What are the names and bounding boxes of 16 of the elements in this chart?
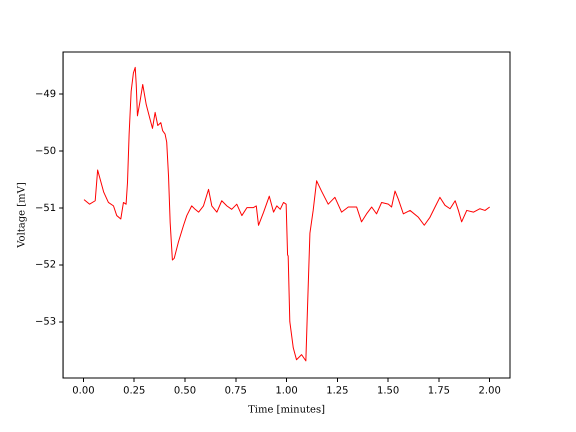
y-tick-label: −50 bbox=[34, 146, 56, 157]
y-tick-label: −51 bbox=[34, 202, 56, 214]
x-tick-label: 1.50 bbox=[376, 386, 400, 397]
x-tick-label: 0.25 bbox=[123, 386, 146, 397]
y-tick-label: −49 bbox=[34, 88, 56, 100]
x-tick-label: 1.25 bbox=[326, 386, 348, 397]
x-tick-label: 1.00 bbox=[275, 386, 298, 397]
y-tick-label: −52 bbox=[34, 260, 56, 271]
x-tick-label: 0.00 bbox=[72, 386, 95, 397]
y-tick-label: −53 bbox=[34, 316, 56, 328]
y-axis-title: Voltage [mV] bbox=[16, 182, 28, 249]
x-tick-label: 0.50 bbox=[174, 386, 196, 397]
x-axis-title: Time [minutes] bbox=[248, 404, 326, 416]
x-tick-label: 0.75 bbox=[224, 386, 247, 397]
x-tick-label: 2.00 bbox=[478, 386, 501, 397]
x-tick-label: 1.75 bbox=[428, 386, 450, 397]
